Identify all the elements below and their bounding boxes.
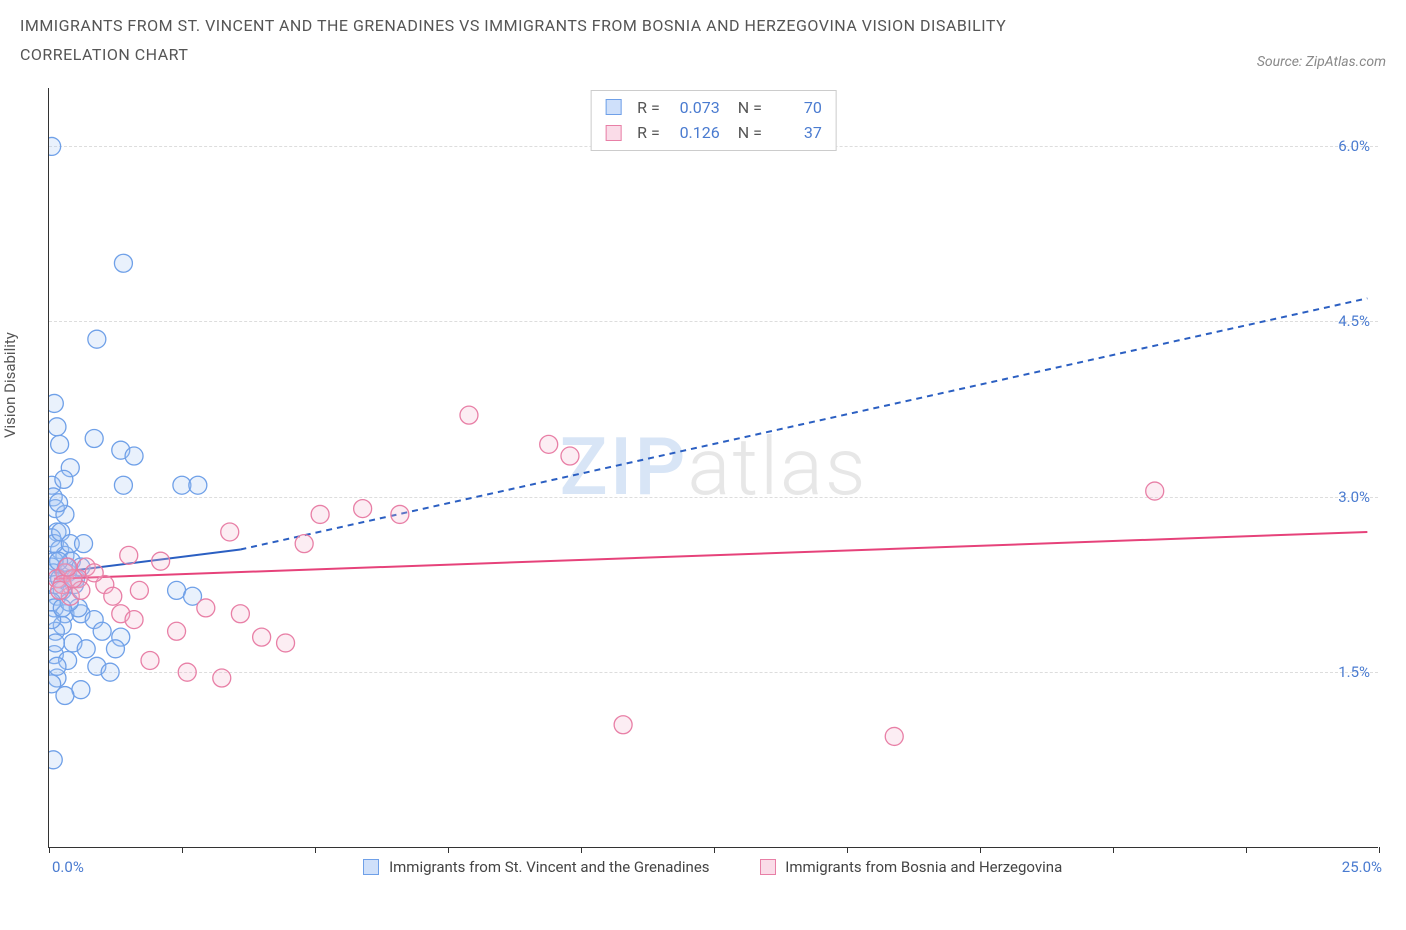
x-tick [1379, 847, 1380, 853]
data-point [152, 552, 170, 570]
data-point [85, 563, 103, 581]
data-point [49, 137, 61, 155]
data-point [277, 634, 295, 652]
legend-n-label: N = [730, 95, 762, 121]
legend-r-label: R = [637, 120, 660, 146]
legend-r-label: R = [637, 95, 660, 121]
data-point [51, 435, 69, 453]
data-point [104, 587, 122, 605]
data-point [354, 499, 372, 517]
data-point [168, 581, 186, 599]
legend-n-value-1: 70 [772, 95, 822, 121]
correlation-legend: R = 0.073 N = 70 R = 0.126 N = 37 [590, 90, 837, 151]
data-point [221, 523, 239, 541]
bottom-legend-item-1: Immigrants from St. Vincent and the Gren… [363, 858, 709, 876]
data-point [168, 622, 186, 640]
data-point [93, 622, 111, 640]
data-point [125, 447, 143, 465]
trend-line-dashed [240, 298, 1367, 549]
x-tick [315, 847, 316, 853]
data-point [253, 628, 271, 646]
data-point [125, 610, 143, 628]
bottom-legend-swatch-2 [760, 859, 776, 875]
legend-swatch-1 [605, 99, 621, 115]
bottom-legend-item-2: Immigrants from Bosnia and Herzegovina [760, 858, 1063, 876]
data-point [295, 534, 313, 552]
plot-area: R = 0.073 N = 70 R = 0.126 N = 37 ZIPatl… [48, 88, 1378, 848]
data-point [130, 581, 148, 599]
data-point [178, 663, 196, 681]
trend-line [54, 532, 1367, 579]
data-point [72, 680, 90, 698]
data-point [114, 254, 132, 272]
data-point [75, 534, 93, 552]
data-point [460, 406, 478, 424]
legend-row-series-2: R = 0.126 N = 37 [605, 120, 822, 146]
data-point [231, 604, 249, 622]
chart-title: IMMIGRANTS FROM ST. VINCENT AND THE GREN… [20, 12, 1120, 70]
data-point [49, 417, 66, 435]
data-point [51, 581, 69, 599]
data-point [85, 429, 103, 447]
x-axis-max-label: 25.0% [1342, 858, 1382, 876]
legend-r-value-2: 0.126 [670, 120, 720, 146]
x-tick [1246, 847, 1247, 853]
data-point [49, 394, 63, 412]
data-point [49, 634, 64, 652]
data-point [59, 558, 77, 576]
data-point [49, 657, 66, 675]
data-point [49, 750, 62, 768]
legend-r-value-1: 0.073 [670, 95, 720, 121]
data-point [141, 651, 159, 669]
x-tick [1113, 847, 1114, 853]
data-point [540, 435, 558, 453]
data-point [50, 493, 68, 511]
y-axis-label: Vision Disability [1, 332, 19, 438]
legend-swatch-2 [605, 125, 621, 141]
data-point [213, 669, 231, 687]
legend-n-value-2: 37 [772, 120, 822, 146]
data-point [197, 599, 215, 617]
data-point [88, 330, 106, 348]
data-point [614, 715, 632, 733]
data-point [561, 447, 579, 465]
bottom-legend: Immigrants from St. Vincent and the Gren… [363, 858, 1062, 876]
source-label: Source: ZipAtlas.com [1257, 54, 1386, 70]
data-point [55, 470, 73, 488]
bottom-legend-label-1: Immigrants from St. Vincent and the Gren… [389, 858, 709, 876]
scatter-svg [49, 88, 1378, 847]
data-point [885, 727, 903, 745]
bottom-legend-label-2: Immigrants from Bosnia and Herzegovina [785, 858, 1062, 876]
legend-row-series-1: R = 0.073 N = 70 [605, 95, 822, 121]
data-point [77, 639, 95, 657]
data-point [391, 505, 409, 523]
x-tick [49, 847, 50, 853]
data-point [189, 476, 207, 494]
data-point [101, 663, 119, 681]
data-point [114, 476, 132, 494]
data-point [173, 476, 191, 494]
x-tick [182, 847, 183, 853]
x-tick [448, 847, 449, 853]
data-point [56, 686, 74, 704]
data-point [120, 546, 138, 564]
x-tick [847, 847, 848, 853]
data-point [106, 639, 124, 657]
x-axis-min-label: 0.0% [52, 858, 84, 876]
bottom-legend-swatch-1 [363, 859, 379, 875]
x-tick [980, 847, 981, 853]
x-tick [714, 847, 715, 853]
x-tick [581, 847, 582, 853]
legend-n-label: N = [730, 120, 762, 146]
data-point [1146, 482, 1164, 500]
data-point [311, 505, 329, 523]
